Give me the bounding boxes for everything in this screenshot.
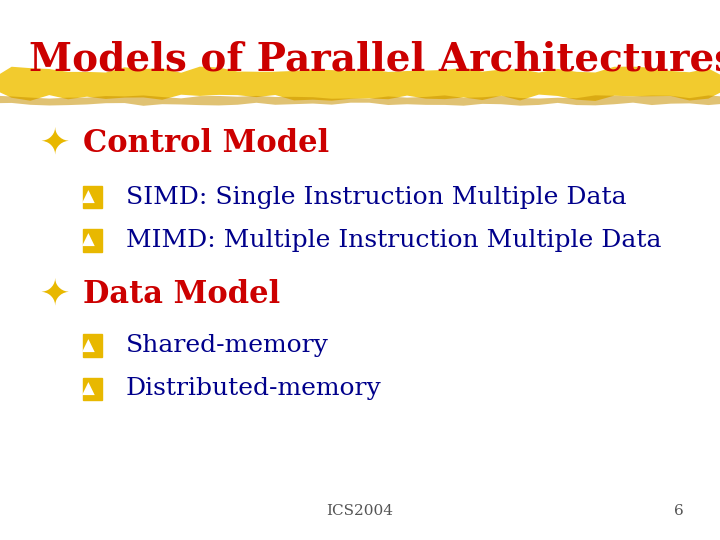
Text: Control Model: Control Model (83, 127, 329, 159)
FancyBboxPatch shape (83, 377, 102, 400)
Text: ✦: ✦ (40, 126, 70, 160)
Text: ▲: ▲ (82, 336, 95, 355)
Text: ICS2004: ICS2004 (326, 504, 394, 518)
Text: ▲: ▲ (82, 380, 95, 398)
Text: MIMD: Multiple Instruction Multiple Data: MIMD: Multiple Instruction Multiple Data (126, 229, 662, 252)
Polygon shape (0, 66, 720, 101)
Text: ▲: ▲ (82, 231, 95, 249)
Text: Distributed-memory: Distributed-memory (126, 377, 382, 400)
Text: SIMD: Single Instruction Multiple Data: SIMD: Single Instruction Multiple Data (126, 186, 626, 208)
Text: ▲: ▲ (82, 188, 95, 206)
Text: Models of Parallel Architectures: Models of Parallel Architectures (29, 40, 720, 78)
Text: Shared-memory: Shared-memory (126, 334, 329, 357)
Polygon shape (0, 95, 720, 106)
FancyBboxPatch shape (83, 334, 102, 357)
Text: ✦: ✦ (40, 278, 70, 311)
FancyBboxPatch shape (83, 186, 102, 208)
Text: Data Model: Data Model (83, 279, 280, 310)
Text: 6: 6 (674, 504, 684, 518)
FancyBboxPatch shape (83, 229, 102, 252)
